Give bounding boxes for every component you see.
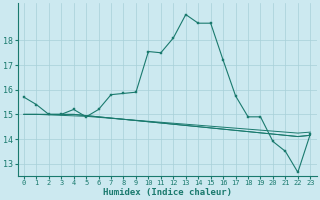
X-axis label: Humidex (Indice chaleur): Humidex (Indice chaleur) — [103, 188, 232, 197]
